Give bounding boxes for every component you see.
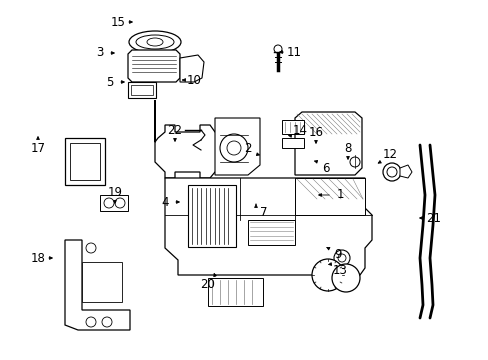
Bar xyxy=(187,185,236,247)
Polygon shape xyxy=(294,112,361,175)
Text: 10: 10 xyxy=(186,73,201,86)
Polygon shape xyxy=(128,50,180,82)
Polygon shape xyxy=(65,138,105,185)
Polygon shape xyxy=(294,178,364,215)
Text: 11: 11 xyxy=(286,45,301,58)
Circle shape xyxy=(311,259,343,291)
Bar xyxy=(207,278,263,306)
Polygon shape xyxy=(128,82,156,98)
Text: 18: 18 xyxy=(30,252,45,265)
Polygon shape xyxy=(215,118,260,175)
Text: 2: 2 xyxy=(244,141,251,154)
Circle shape xyxy=(220,134,247,162)
Polygon shape xyxy=(399,165,411,178)
Polygon shape xyxy=(131,85,153,95)
Text: 8: 8 xyxy=(344,141,351,154)
Circle shape xyxy=(349,157,359,167)
Text: 6: 6 xyxy=(322,162,329,175)
Polygon shape xyxy=(282,138,304,148)
Text: 20: 20 xyxy=(200,279,215,292)
Text: 21: 21 xyxy=(426,211,441,225)
Text: 19: 19 xyxy=(107,185,122,198)
Ellipse shape xyxy=(147,38,163,46)
Text: 12: 12 xyxy=(382,148,397,162)
Circle shape xyxy=(104,198,114,208)
Text: 9: 9 xyxy=(334,248,341,261)
Text: 22: 22 xyxy=(167,123,182,136)
Text: 1: 1 xyxy=(336,189,343,202)
Ellipse shape xyxy=(136,35,174,49)
Bar xyxy=(100,195,128,211)
Polygon shape xyxy=(70,143,100,180)
Polygon shape xyxy=(155,100,247,178)
Bar xyxy=(82,262,122,302)
Polygon shape xyxy=(164,178,371,275)
Text: 17: 17 xyxy=(30,141,45,154)
Circle shape xyxy=(86,243,96,253)
Text: 13: 13 xyxy=(332,264,347,276)
Text: 15: 15 xyxy=(110,15,125,28)
Circle shape xyxy=(337,254,346,262)
Text: 4: 4 xyxy=(161,195,168,208)
Polygon shape xyxy=(65,240,130,330)
Polygon shape xyxy=(247,220,294,245)
Polygon shape xyxy=(180,55,203,82)
Circle shape xyxy=(226,141,241,155)
Polygon shape xyxy=(282,120,304,134)
Text: 16: 16 xyxy=(308,126,323,139)
Circle shape xyxy=(331,264,359,292)
Circle shape xyxy=(102,317,112,327)
Text: 14: 14 xyxy=(292,123,307,136)
Circle shape xyxy=(382,163,400,181)
Circle shape xyxy=(86,317,96,327)
Circle shape xyxy=(115,198,125,208)
Text: 7: 7 xyxy=(260,207,267,220)
Ellipse shape xyxy=(129,31,181,53)
Text: 5: 5 xyxy=(106,76,113,89)
Circle shape xyxy=(386,167,396,177)
Circle shape xyxy=(273,45,282,53)
Text: 3: 3 xyxy=(96,46,103,59)
Circle shape xyxy=(333,250,349,266)
